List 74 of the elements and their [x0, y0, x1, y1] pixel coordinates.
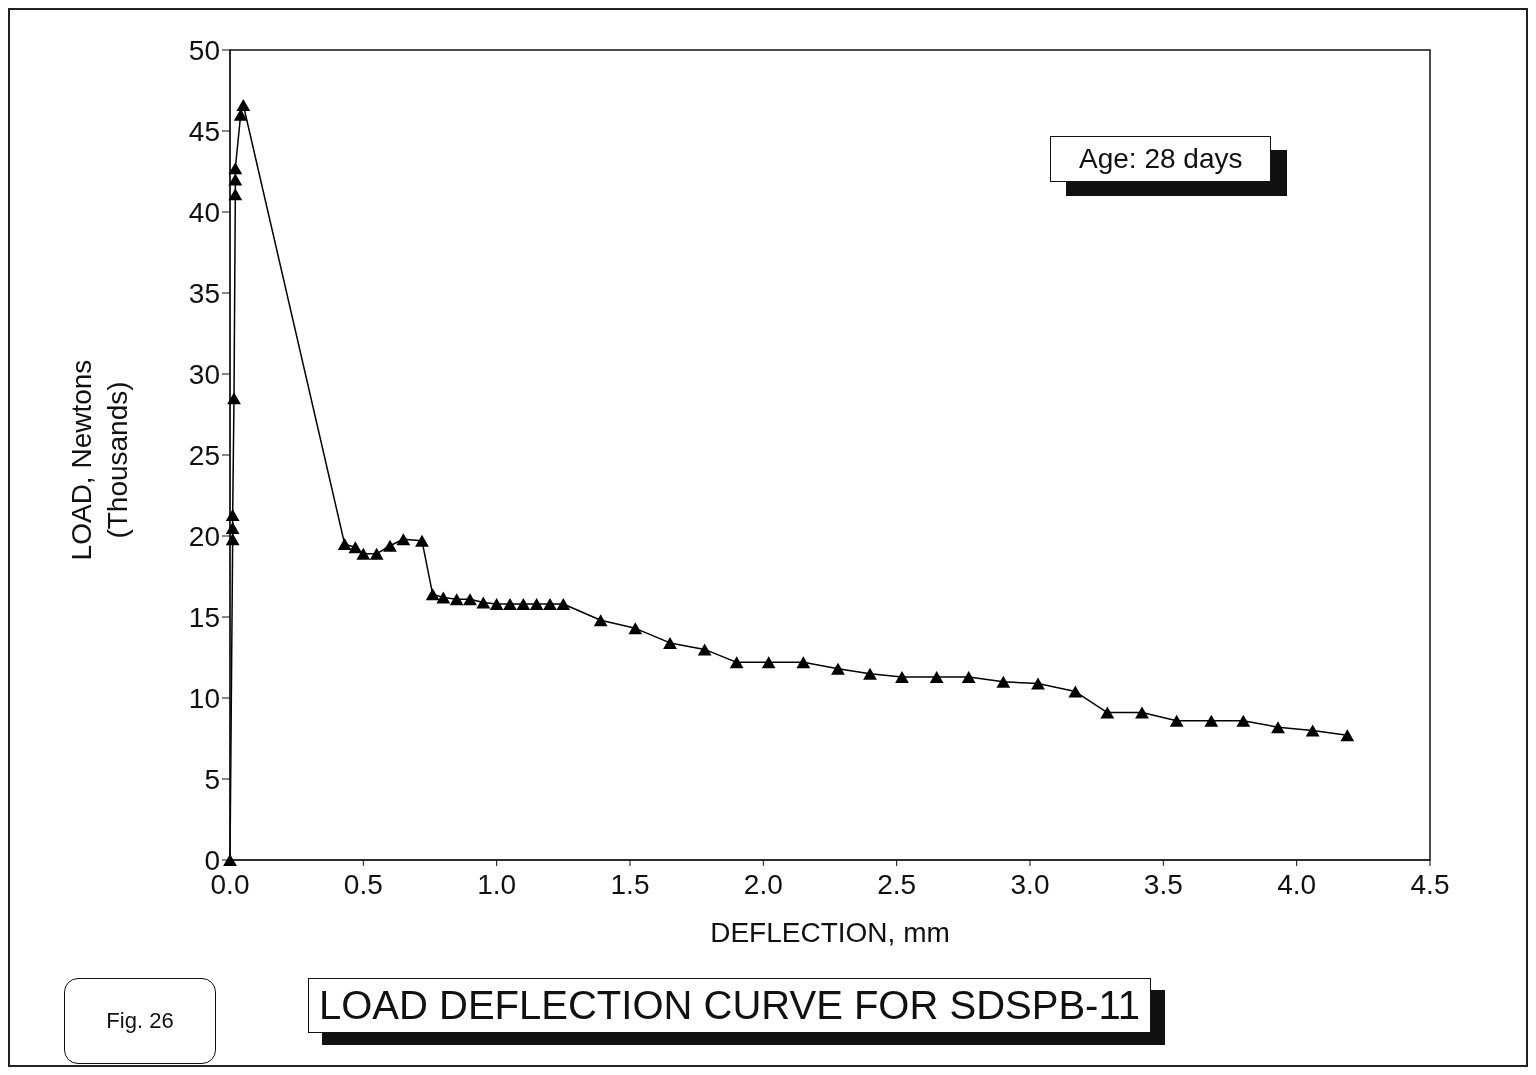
point: [761, 656, 776, 669]
point: [225, 533, 240, 546]
point: [961, 670, 976, 683]
point: [356, 547, 371, 560]
point: [503, 598, 517, 611]
point: [1031, 677, 1045, 690]
point: [796, 656, 811, 669]
point: [436, 591, 451, 604]
point: [449, 593, 464, 606]
point: [729, 656, 744, 669]
point: [227, 392, 241, 405]
point: [1100, 706, 1115, 719]
point: [996, 675, 1011, 688]
point: [529, 598, 544, 611]
point: [1305, 724, 1320, 737]
point: [337, 538, 352, 551]
point: [831, 662, 845, 675]
point: [415, 534, 429, 547]
y-tick-label: 5: [204, 763, 220, 795]
y-tick-label: 15: [188, 601, 220, 633]
x-tick-label: 2.0: [743, 868, 783, 900]
point: [236, 99, 251, 112]
y-tick-label: 50: [188, 34, 220, 66]
point: [1135, 706, 1149, 719]
point: [383, 539, 397, 552]
x-axis-title: DEFLECTION, mm: [710, 917, 950, 948]
point: [556, 598, 571, 611]
point: [396, 533, 411, 546]
y-tick-label: 10: [188, 682, 220, 714]
point: [1236, 714, 1251, 727]
x-tick-label: 1.0: [477, 868, 517, 900]
point: [895, 670, 909, 683]
point: [1169, 714, 1184, 727]
point: [225, 508, 240, 521]
point: [228, 188, 243, 201]
point: [489, 598, 504, 611]
point: [463, 593, 477, 606]
x-tick-label: 2.5: [877, 868, 917, 900]
point: [628, 622, 643, 635]
point: [543, 598, 557, 611]
point: [1340, 729, 1355, 742]
y-tick-label: 20: [188, 520, 220, 552]
y-axis-title: LOAD, Newtons (Thousands): [65, 359, 134, 561]
point: [863, 667, 877, 680]
caption: Fig. 26: [64, 978, 216, 1064]
y-tick-label: 30: [188, 358, 220, 390]
point: [593, 614, 608, 627]
point: [697, 643, 712, 656]
text: LOAD DEFLECTION CURVE FOR SDSPB-11: [308, 978, 1151, 1033]
y-tick-label: 45: [188, 115, 220, 147]
x-tick-label: 4.0: [1277, 868, 1317, 900]
x-tick-label: 1.5: [610, 868, 650, 900]
point: [1204, 714, 1219, 727]
point: [476, 596, 491, 609]
x-tick-label: 3.5: [1143, 868, 1183, 900]
x-tick-label: 0.5: [343, 868, 383, 900]
y-tick-label: 40: [188, 196, 220, 228]
point: [663, 636, 677, 649]
point: [929, 670, 944, 683]
point: [369, 547, 384, 560]
y-tick-label: 0: [204, 844, 220, 876]
point: [348, 541, 363, 554]
x-tick-label: 4.5: [1410, 868, 1450, 900]
point: [225, 521, 240, 534]
point: [228, 173, 243, 186]
point: [425, 588, 440, 601]
x-tick-label: 3.0: [1010, 868, 1050, 900]
point: [1271, 721, 1285, 734]
y-tick-label: 35: [188, 277, 220, 309]
annotation: Age: 28 days: [1050, 136, 1272, 182]
point: [228, 162, 243, 175]
point: [1068, 685, 1083, 698]
point: [516, 598, 531, 611]
y-tick-label: 25: [188, 439, 220, 471]
